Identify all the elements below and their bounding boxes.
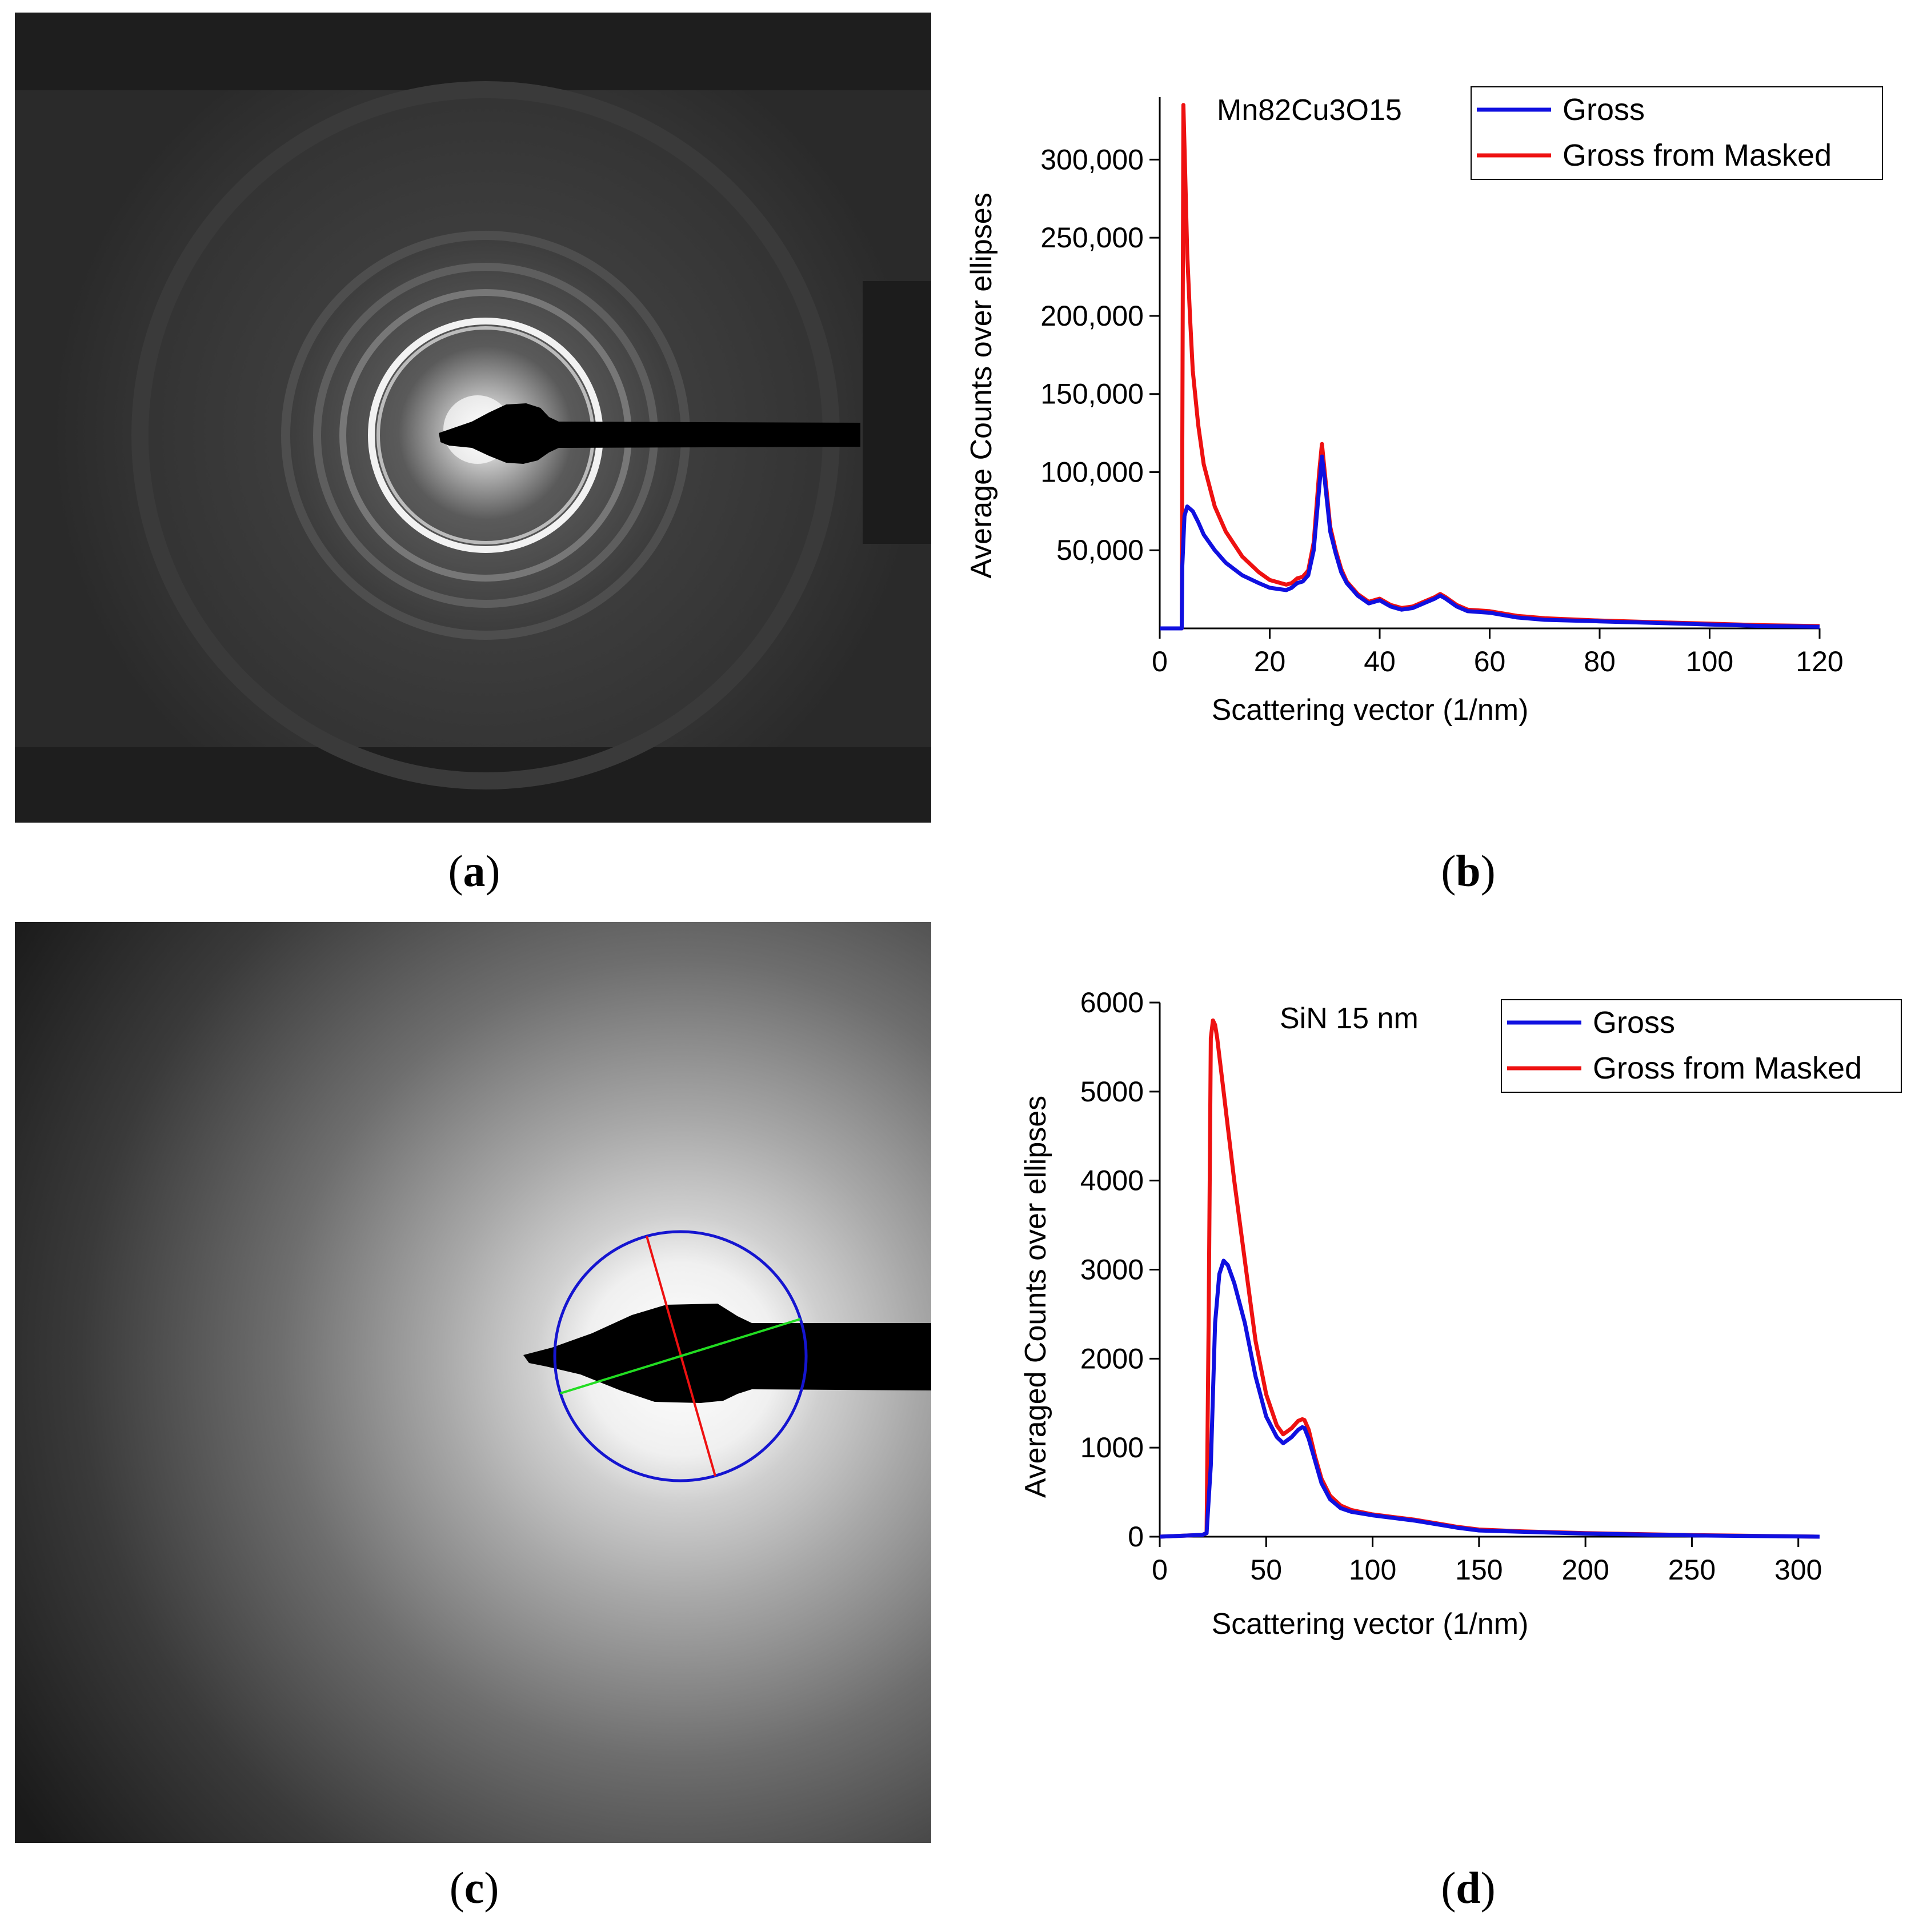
diffraction-pattern-c bbox=[15, 922, 931, 1843]
chart-b-xlabel: Scattering vector (1/nm) bbox=[1212, 694, 1529, 727]
x-tick-label: 100 bbox=[1686, 646, 1733, 678]
x-tick-label: 120 bbox=[1796, 646, 1843, 678]
chart-d-legend: Gross Gross from Masked bbox=[1501, 999, 1902, 1093]
x-tick-label: 200 bbox=[1561, 1554, 1609, 1586]
x-tick-label: 0 bbox=[1152, 646, 1168, 678]
chart-b-ylabel: Average Counts over ellipses bbox=[965, 193, 998, 578]
caption-d: (d) bbox=[1441, 1863, 1496, 1913]
legend-box bbox=[1471, 86, 1883, 180]
series-line-gross bbox=[1160, 454, 1820, 631]
caption-a: (a) bbox=[448, 846, 500, 896]
x-tick-label: 250 bbox=[1668, 1554, 1716, 1586]
chart-b: 0 20 40 60 80 100 120 50,000 100,000 150,000 200,0… bbox=[965, 86, 1883, 727]
y-tick-label: 3000 bbox=[1080, 1254, 1144, 1286]
caption-c: (c) bbox=[449, 1863, 499, 1913]
x-tick-label: 0 bbox=[1152, 1554, 1168, 1586]
y-tick-label: 5000 bbox=[1080, 1076, 1144, 1108]
legend-label-gross: Gross bbox=[1563, 93, 1645, 127]
diffraction-image-a bbox=[15, 13, 931, 823]
x-tick-label: 50 bbox=[1250, 1554, 1282, 1586]
series-line-gross-from-masked bbox=[1160, 103, 1820, 631]
legend-box bbox=[1501, 999, 1902, 1093]
chart-b-legend: Gross Gross from Masked bbox=[1471, 86, 1883, 180]
diffraction-pattern-a bbox=[15, 13, 931, 823]
y-tick-label: 250,000 bbox=[1040, 222, 1144, 254]
legend-label-masked: Gross from Masked bbox=[1563, 138, 1832, 173]
x-tick-label: 150 bbox=[1455, 1554, 1503, 1586]
diffraction-image-c bbox=[15, 922, 931, 1843]
y-tick-label: 6000 bbox=[1080, 987, 1144, 1019]
y-tick-label: 300,000 bbox=[1040, 143, 1144, 175]
x-tick-label: 40 bbox=[1364, 646, 1396, 678]
series-line-gross-from-masked bbox=[1159, 1018, 1820, 1539]
beam-stop bbox=[523, 1304, 931, 1403]
legend-label-masked: Gross from Masked bbox=[1593, 1051, 1862, 1085]
chart-b-annotation: Mn82Cu3O15 bbox=[1217, 94, 1402, 127]
y-tick-label: 4000 bbox=[1080, 1165, 1144, 1197]
legend-label-gross: Gross bbox=[1593, 1005, 1675, 1040]
chart-d: 0 50 100 150 200 250 3000100020003000400050006… bbox=[1019, 987, 1902, 1641]
y-tick-label: 50,000 bbox=[1056, 534, 1144, 566]
y-tick-label: 100,000 bbox=[1040, 456, 1144, 488]
y-tick-label: 0 bbox=[1128, 1521, 1144, 1553]
caption-b: (b) bbox=[1441, 846, 1496, 896]
y-tick-label: 150,000 bbox=[1040, 378, 1144, 410]
x-tick-label: 60 bbox=[1474, 646, 1506, 678]
y-tick-label: 1000 bbox=[1080, 1432, 1144, 1464]
chart-d-annotation: SiN 15 nm bbox=[1280, 1002, 1419, 1035]
minor-axis-line bbox=[560, 1318, 801, 1394]
y-tick-label: 2000 bbox=[1080, 1342, 1144, 1374]
x-tick-label: 20 bbox=[1254, 646, 1286, 678]
series-line-gross bbox=[1159, 1258, 1820, 1539]
x-tick-label: 300 bbox=[1774, 1554, 1822, 1586]
chart-d-ylabel: Averaged Counts over ellipses bbox=[1019, 1096, 1052, 1498]
fitted-ellipse bbox=[553, 1230, 808, 1482]
chart-d-xlabel: Scattering vector (1/nm) bbox=[1212, 1608, 1529, 1641]
x-tick-label: 80 bbox=[1584, 646, 1616, 678]
y-tick-label: 200,000 bbox=[1040, 300, 1144, 332]
x-tick-label: 100 bbox=[1349, 1554, 1396, 1586]
